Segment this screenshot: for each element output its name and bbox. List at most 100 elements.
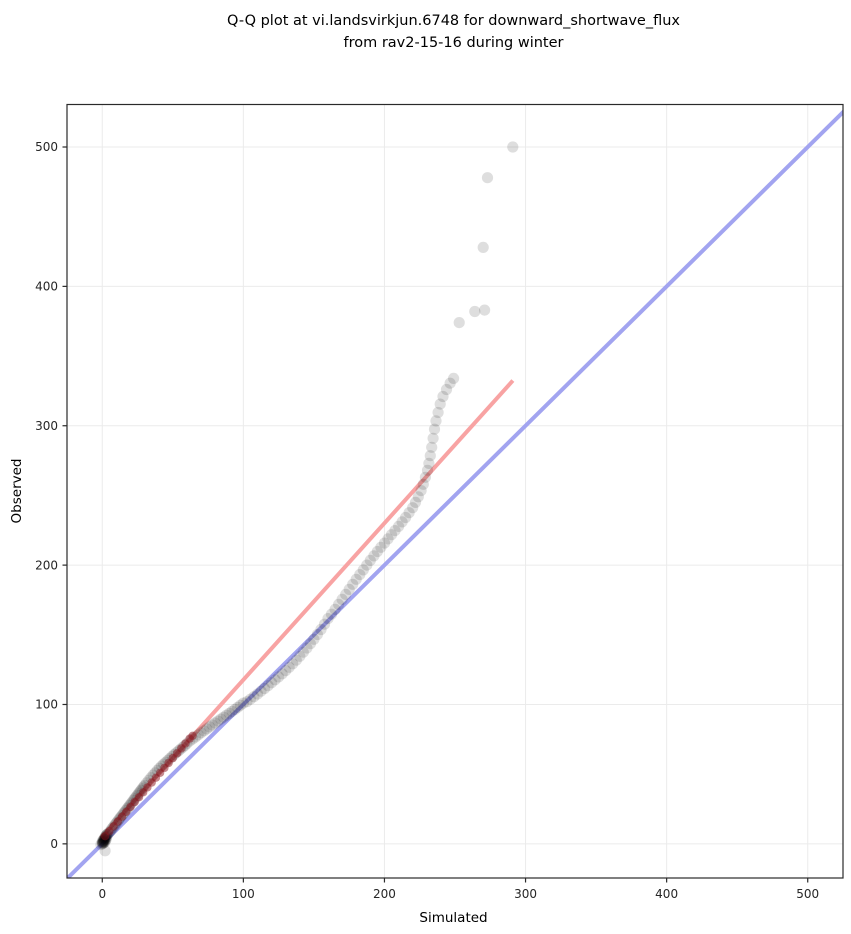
scatter-point [269,674,281,686]
x-tick-label: 300 [514,887,537,901]
scatter-point [255,685,267,697]
chart-title: Q-Q plot at vi.landsvirkjun.6748 for dow… [56,10,851,54]
scatter-point [426,441,438,453]
y-tick-label: 300 [35,419,58,433]
scatter-point [393,520,405,533]
y-tick-label: 200 [35,558,58,572]
x-tick-label: 200 [373,887,396,901]
y-tick-label: 400 [35,280,58,294]
scatter-point [347,578,359,590]
scatter-point [304,638,316,650]
scatter-point [301,642,313,654]
scatter-point [437,390,449,403]
scatter-point [423,457,435,469]
scatter-point [385,529,398,541]
scatter-point [203,721,216,733]
scatter-point [432,406,444,419]
axes-frame [66,103,844,879]
scatter-point [223,707,235,719]
scatter-point [322,613,334,625]
scatter-point [258,682,271,695]
scatter-point [371,545,383,558]
scatter-point [195,727,207,739]
scatter-point [241,696,253,708]
red-quantiles-series [100,731,197,841]
scatter-point [479,304,491,316]
scatter-point [396,516,408,528]
scatter-point [188,731,197,740]
scatter-point [266,677,278,689]
scatter-point [315,623,327,636]
scatter-point [262,680,274,692]
scatter-point [287,658,299,670]
scatter-point [325,608,338,620]
y-tick-label: 500 [35,140,58,154]
scatter-point [427,432,439,444]
scatter-point [99,845,111,857]
x-tick-label: 100 [232,887,255,901]
scatter-point [232,701,244,713]
scatter-point [412,491,424,503]
scatter-point [96,838,108,850]
scatter-point [308,633,320,645]
scatter-point [95,839,107,851]
scatter-point [234,699,247,711]
scatter-point [215,713,227,725]
chart-title-line2: from rav2-15-16 during winter [343,35,564,51]
scatter-point [357,564,369,576]
scatter-point [340,588,352,601]
scatter-point [430,415,442,427]
scatter-point [276,668,288,680]
scatter-point [209,717,221,729]
scatter-point [444,377,456,389]
scatter-point [283,661,295,673]
chart-title-line1: Q-Q plot at vi.landsvirkjun.6748 for dow… [227,13,680,29]
scatter-point [400,511,412,524]
scatter-point [403,507,415,519]
scatter-point [481,172,494,184]
scatter-point [477,241,489,253]
scatter-point [237,697,249,709]
scatter-point [297,646,309,658]
scatter-point [417,478,429,490]
scatter-point [350,573,362,585]
scatter-point [378,537,391,549]
scatter-point [251,688,264,700]
scatter-point [273,671,285,683]
scatter-point [198,725,210,737]
scatter-point [421,464,434,476]
scatter-point [507,141,519,153]
scatter-point [361,559,373,571]
scatter-point [448,372,460,384]
scatter-point [343,583,355,596]
scatter-point [419,471,431,483]
scatter-point [434,398,446,410]
scatter-point [280,665,292,677]
scatter-point [407,502,419,514]
scatter-point [226,705,238,717]
x-tick-label: 400 [655,887,678,901]
x-tick-label: 0 [98,887,106,901]
scatter-point [294,650,306,662]
scatter-point [229,703,241,716]
scatter-point [318,618,331,630]
scatter-point [201,723,213,735]
scatter-point [354,569,366,581]
scatter-point [244,693,256,705]
scatter-point [368,550,380,562]
x-tick-label: 500 [796,887,819,901]
scatter-point [329,603,341,616]
y-tick-label: 0 [50,837,58,851]
scatter-point [469,305,481,318]
scatter-point [428,423,441,435]
identity-line [67,109,843,878]
scatter-point [382,533,394,545]
scatter-point [333,598,345,611]
scatter-point [220,709,232,721]
scatter-point [440,383,453,396]
scatter-point [424,450,436,462]
scatter-point [375,541,387,553]
scatter-point [311,628,323,641]
